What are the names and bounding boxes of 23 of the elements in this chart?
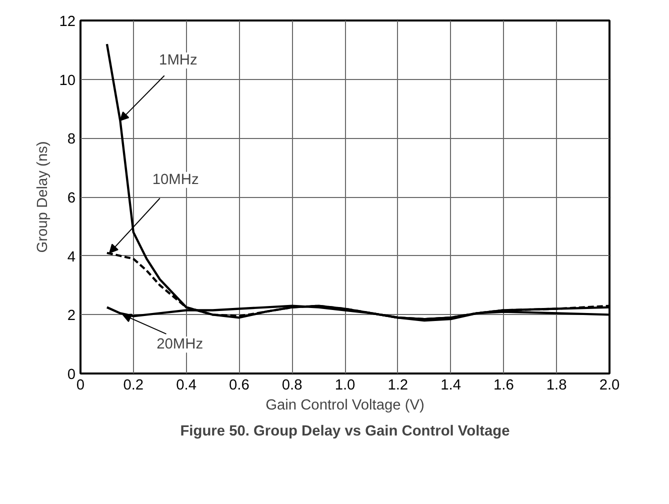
x-tick-label: 1.6 [494,378,514,394]
x-tick-label: 2.0 [599,378,620,394]
x-tick-label: 0.6 [229,378,250,394]
x-tick-label: 1.8 [546,378,567,394]
y-tick-label: 10 [59,72,76,89]
y-tick-label: 0 [67,367,76,383]
x-axis-title: Gain Control Voltage (V) [266,398,424,414]
y-axis-title: Group Delay (ns) [35,141,52,253]
y-tick-label: 4 [67,249,76,266]
x-tick-label: 1.4 [440,378,461,394]
x-tick-label: 0.2 [123,378,144,394]
y-tick-label: 6 [67,190,76,206]
annotation: 10MHz [152,172,199,188]
x-tick-label: 0.4 [176,378,196,394]
text: Figure 50. Group Delay vs Gain Control Voltage [180,424,510,440]
y-tick-label: 8 [67,132,76,148]
y-tick-label: 12 [59,14,76,30]
x-tick-label: 0.8 [282,378,302,394]
annotation: 20MHz [156,336,204,353]
x-tick-label: 1.0 [334,378,356,394]
x-tick-label: 1.2 [388,378,408,394]
y-tick-label: 2 [67,308,76,324]
annotation: 1MHz [159,52,198,69]
